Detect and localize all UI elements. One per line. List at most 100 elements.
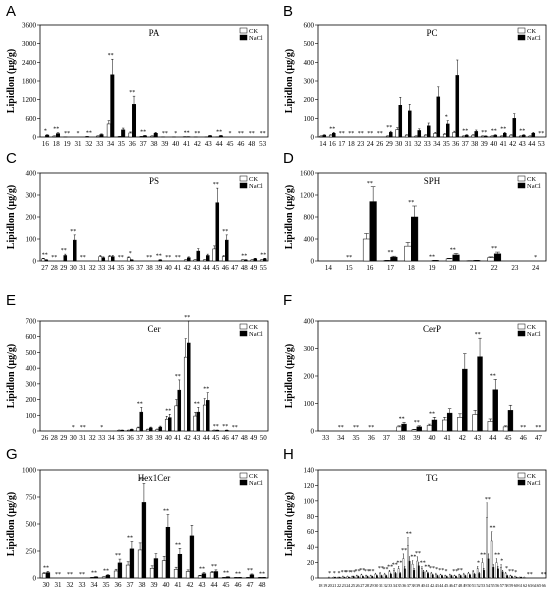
significance-label: ** [156, 254, 162, 260]
legend-label-nacl: NaCl [527, 480, 541, 487]
significance-label: * [505, 566, 508, 572]
bar-nacl-16 [332, 133, 336, 138]
bar-nacl-21 [334, 577, 336, 579]
significance-label: ** [457, 568, 463, 574]
y-tick-label: 400 [304, 318, 315, 326]
bar-nacl-34 [394, 573, 397, 579]
bar-ck-44 [202, 404, 207, 432]
x-tick-label: 16 [329, 140, 337, 148]
bar-nacl-39 [158, 259, 163, 262]
x-tick-label: 64 [532, 583, 537, 588]
bar-ck-58 [504, 573, 507, 579]
bar-nacl-46 [225, 429, 229, 432]
significance-label: ** [137, 401, 143, 407]
x-tick-label: 31 [79, 264, 87, 272]
x-tick-label: 36 [368, 434, 376, 442]
x-tick-label: 36 [115, 581, 123, 589]
x-tick-label: 40 [163, 581, 171, 589]
significance-label: ** [359, 568, 365, 574]
x-tick-label: 43 [193, 264, 201, 272]
legend-swatch-ck [239, 323, 248, 330]
x-tick-label: 38 [146, 434, 154, 442]
x-tick-label: 39 [155, 434, 163, 442]
bar-ck-23 [341, 576, 344, 579]
chart-title: Cer [148, 324, 161, 334]
significance-label: ** [127, 536, 133, 542]
significance-label: ** [519, 129, 525, 135]
significance-label: ** [367, 181, 373, 187]
bar-ck-60 [514, 576, 516, 579]
bar-nacl-51 [473, 573, 476, 579]
bar-ck-57 [500, 567, 502, 579]
bar-nacl-46 [450, 575, 453, 579]
y-tick-label: 100 [304, 497, 315, 505]
significance-label: ** [118, 255, 124, 261]
bar-nacl-35 [120, 429, 125, 432]
bar-nacl-40 [493, 134, 498, 138]
x-tick-label: 35 [117, 264, 125, 272]
bar-ck-35 [101, 576, 107, 579]
x-tick-label: 38 [398, 434, 406, 442]
bar-nacl-55 [263, 258, 267, 262]
x-tick-label: 34 [337, 434, 345, 442]
x-tick-label: 42 [184, 434, 192, 442]
significance-label: * [337, 571, 340, 577]
significance-label: ** [353, 425, 359, 431]
x-tick-label: 34 [107, 140, 115, 148]
bar-ck-37 [136, 427, 141, 432]
x-tick-label: 37 [127, 581, 135, 589]
x-tick-label: 32 [383, 583, 387, 588]
significance-label: ** [388, 250, 394, 256]
bar-ck-36 [452, 132, 456, 138]
bar-ck-44 [439, 574, 442, 579]
x-tick-label: 37 [136, 434, 144, 442]
bar-nacl-56 [496, 568, 499, 579]
x-tick-label: 45 [223, 581, 231, 589]
bar-nacl-29 [389, 132, 393, 138]
significance-label: ** [175, 255, 181, 261]
x-tick-label: 35 [353, 434, 361, 442]
legend-swatch-ck [239, 175, 248, 182]
y-tick-label: 400 [304, 59, 315, 67]
x-tick-label: 40 [165, 264, 173, 272]
bar-nacl-38 [401, 423, 407, 432]
significance-label: ** [213, 424, 219, 430]
x-tick-label: 30 [374, 583, 379, 588]
legend-label-ck: CK [249, 28, 258, 35]
significance-label: ** [500, 126, 506, 132]
significance-label: ** [213, 182, 219, 188]
bar-ck-27 [360, 574, 363, 579]
x-tick-label: 39 [155, 264, 163, 272]
bar-ck-21 [332, 577, 335, 579]
bar-ck-43 [197, 575, 203, 579]
significance-label: ** [146, 255, 152, 261]
x-tick-label: 33 [96, 140, 104, 148]
significance-label: ** [520, 425, 526, 431]
y-tick-label: 20 [307, 559, 315, 567]
x-tick-label: 19 [429, 264, 437, 272]
bar-nacl-32 [385, 575, 388, 579]
x-tick-label: 31 [405, 140, 413, 148]
bar-ck-35 [442, 133, 447, 138]
significance-label: ** [247, 568, 253, 574]
bar-nacl-39 [484, 135, 488, 138]
x-tick-label: 20 [449, 264, 457, 272]
significance-label: ** [329, 126, 335, 132]
bar-ck-43 [193, 415, 198, 432]
x-tick-label: 39 [413, 434, 421, 442]
bar-ck-44 [202, 259, 207, 262]
significance-label: ** [481, 130, 487, 136]
significance-label: * [514, 570, 517, 576]
bar-nacl-43 [436, 575, 439, 579]
y-tick-label: 0 [33, 258, 37, 266]
x-tick-label: 54 [486, 583, 491, 588]
significance-label: ** [485, 497, 491, 503]
x-tick-label: 38 [146, 264, 154, 272]
bar-nacl-39 [417, 565, 420, 579]
significance-label: ** [415, 551, 421, 557]
bar-nacl-40 [422, 571, 425, 579]
x-tick-label: 36 [127, 264, 135, 272]
significance-label: ** [399, 416, 405, 422]
